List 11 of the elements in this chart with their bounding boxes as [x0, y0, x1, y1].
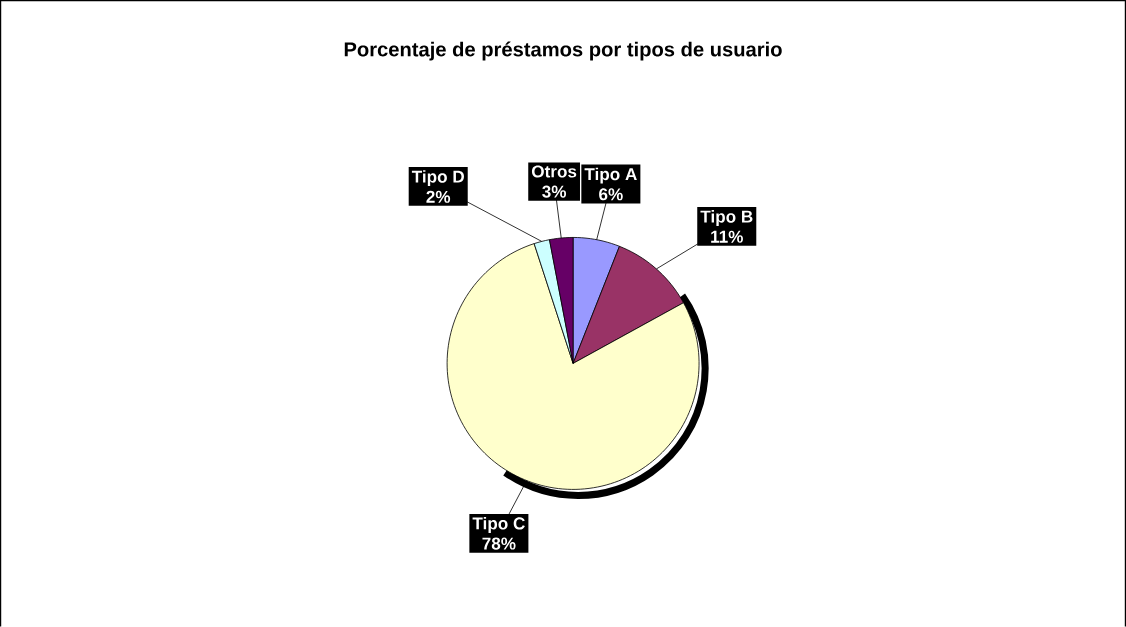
slice-label: Tipo C	[472, 516, 525, 533]
data-label: 78%	[482, 537, 516, 550]
chart-title: Porcentaje de préstamos por tipos de usuario	[344, 41, 782, 61]
data-label: 2%	[426, 190, 451, 203]
data-label: 3%	[542, 185, 567, 198]
slice-label: Tipo D	[411, 170, 464, 187]
slice-label: Tipo B	[700, 210, 753, 226]
data-label: 11%	[711, 230, 743, 243]
slice-label: Tipo A	[584, 167, 637, 184]
data-label: 6%	[599, 188, 623, 201]
slice-label: Otros	[531, 165, 577, 178]
